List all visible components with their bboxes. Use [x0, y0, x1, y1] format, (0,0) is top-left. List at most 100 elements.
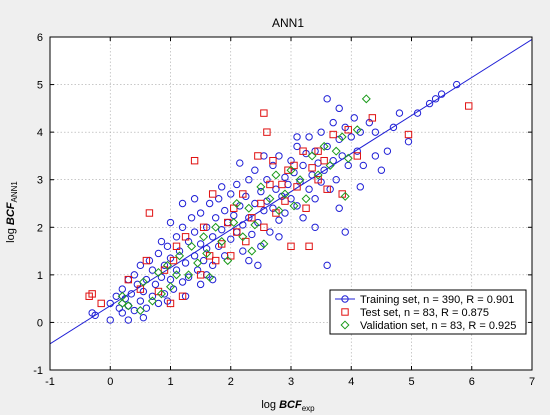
- data-point-circle: [154, 299, 163, 308]
- data-point-square: [172, 242, 181, 251]
- data-point-circle: [142, 304, 151, 312]
- y-axis-label-prefix: log: [5, 225, 17, 243]
- data-point-circle: [157, 273, 166, 281]
- data-point-circle: [395, 109, 404, 117]
- data-point-square: [263, 128, 271, 136]
- data-point-square: [260, 109, 268, 117]
- data-point-circle: [266, 228, 274, 236]
- data-point-diamond: [301, 194, 311, 204]
- data-point-circle: [130, 306, 139, 315]
- data-point-circle: [178, 223, 187, 231]
- data-point-square: [136, 285, 145, 293]
- data-point-diamond: [361, 94, 371, 104]
- y-tick-label: 4: [37, 127, 43, 139]
- data-point-circle: [260, 206, 268, 215]
- series-diamond: [117, 94, 371, 316]
- data-point-square: [230, 204, 238, 212]
- data-point-circle: [130, 271, 139, 279]
- data-point-diamond: [147, 296, 157, 306]
- y-tick-label: 0: [37, 317, 43, 329]
- legend-item: Training set, n = 390, R = 0.901: [335, 294, 514, 306]
- data-point-square: [465, 102, 473, 110]
- data-point-circle: [335, 204, 343, 212]
- legend-label: Training set, n = 390, R = 0.901: [360, 294, 514, 306]
- legend-marker-circle: [341, 295, 349, 303]
- data-point-circle: [106, 299, 114, 308]
- data-point-circle: [323, 95, 331, 103]
- y-tick-label: 6: [37, 32, 43, 44]
- data-point-square: [242, 237, 250, 246]
- data-point-circle: [91, 311, 99, 319]
- y-tick-label: -1: [33, 365, 43, 377]
- data-point-diamond: [256, 182, 266, 192]
- data-point-diamond: [138, 277, 148, 287]
- y-axis-label-main: BCF: [5, 202, 17, 225]
- data-point-square: [181, 233, 190, 241]
- data-point-circle: [371, 152, 380, 160]
- legend-item: Validation set, n = 83, R = 0.925: [340, 320, 516, 332]
- data-point-diamond: [123, 301, 133, 311]
- legend-label: Test set, n = 83, R = 0.875: [360, 307, 489, 319]
- data-point-square: [314, 147, 322, 155]
- data-point-square: [208, 190, 217, 198]
- data-point-square: [160, 266, 169, 274]
- data-point-diamond: [319, 141, 329, 151]
- data-point-circle: [305, 185, 313, 193]
- data-point-circle: [305, 133, 313, 141]
- y-tick-label: 1: [37, 270, 43, 282]
- data-point-circle: [275, 233, 283, 241]
- data-point-circle: [329, 156, 337, 165]
- legend-marker-diamond: [340, 320, 350, 330]
- data-point-diamond: [175, 251, 185, 261]
- data-point-circle: [106, 316, 114, 324]
- x-tick-label: 5: [408, 376, 414, 388]
- data-point-square: [166, 299, 175, 308]
- data-point-circle: [335, 104, 343, 113]
- data-point-diamond: [259, 239, 269, 249]
- data-point-circle: [299, 161, 307, 170]
- data-point-circle: [136, 297, 145, 305]
- data-point-diamond: [199, 232, 209, 242]
- data-point-circle: [293, 142, 301, 151]
- data-point-circle: [356, 183, 364, 191]
- data-point-circle: [251, 166, 259, 174]
- data-point-circle: [248, 230, 256, 239]
- data-point-square: [196, 271, 205, 279]
- data-point-circle: [332, 176, 340, 184]
- data-point-diamond: [244, 203, 254, 213]
- data-point-diamond: [307, 151, 317, 161]
- data-point-circle: [112, 292, 120, 300]
- data-point-diamond: [205, 272, 215, 282]
- data-point-square: [266, 180, 274, 189]
- data-point-square: [302, 204, 310, 212]
- x-axis-label-sub: exp: [302, 404, 315, 413]
- data-point-circle: [452, 80, 461, 89]
- data-point-diamond: [343, 153, 353, 163]
- data-point-square: [254, 152, 262, 160]
- data-point-square: [211, 256, 220, 265]
- data-point-diamond: [280, 189, 290, 199]
- data-point-circle: [299, 214, 307, 222]
- data-point-diamond: [193, 258, 203, 268]
- data-point-square: [344, 126, 352, 134]
- chart-title: ANN1: [272, 16, 304, 30]
- data-point-diamond: [211, 222, 221, 232]
- data-point-circle: [205, 199, 214, 208]
- regression-line-layer: [50, 38, 532, 345]
- data-point-square: [284, 166, 292, 174]
- data-point-circle: [389, 123, 398, 132]
- points-layer: [85, 80, 473, 324]
- data-point-circle: [311, 223, 319, 231]
- data-point-circle: [199, 256, 208, 265]
- data-point-diamond: [172, 270, 182, 280]
- data-point-diamond: [352, 125, 362, 135]
- ticks-layer: -1 0 1 2 3 4 5 6 7 -1 0 1 2 3 4 5 6: [33, 32, 535, 388]
- data-point-square: [169, 256, 178, 265]
- data-point-circle: [196, 240, 205, 248]
- data-point-circle: [281, 173, 289, 182]
- data-point-circle: [254, 261, 262, 270]
- data-point-circle: [293, 133, 301, 141]
- data-point-circle: [218, 183, 226, 191]
